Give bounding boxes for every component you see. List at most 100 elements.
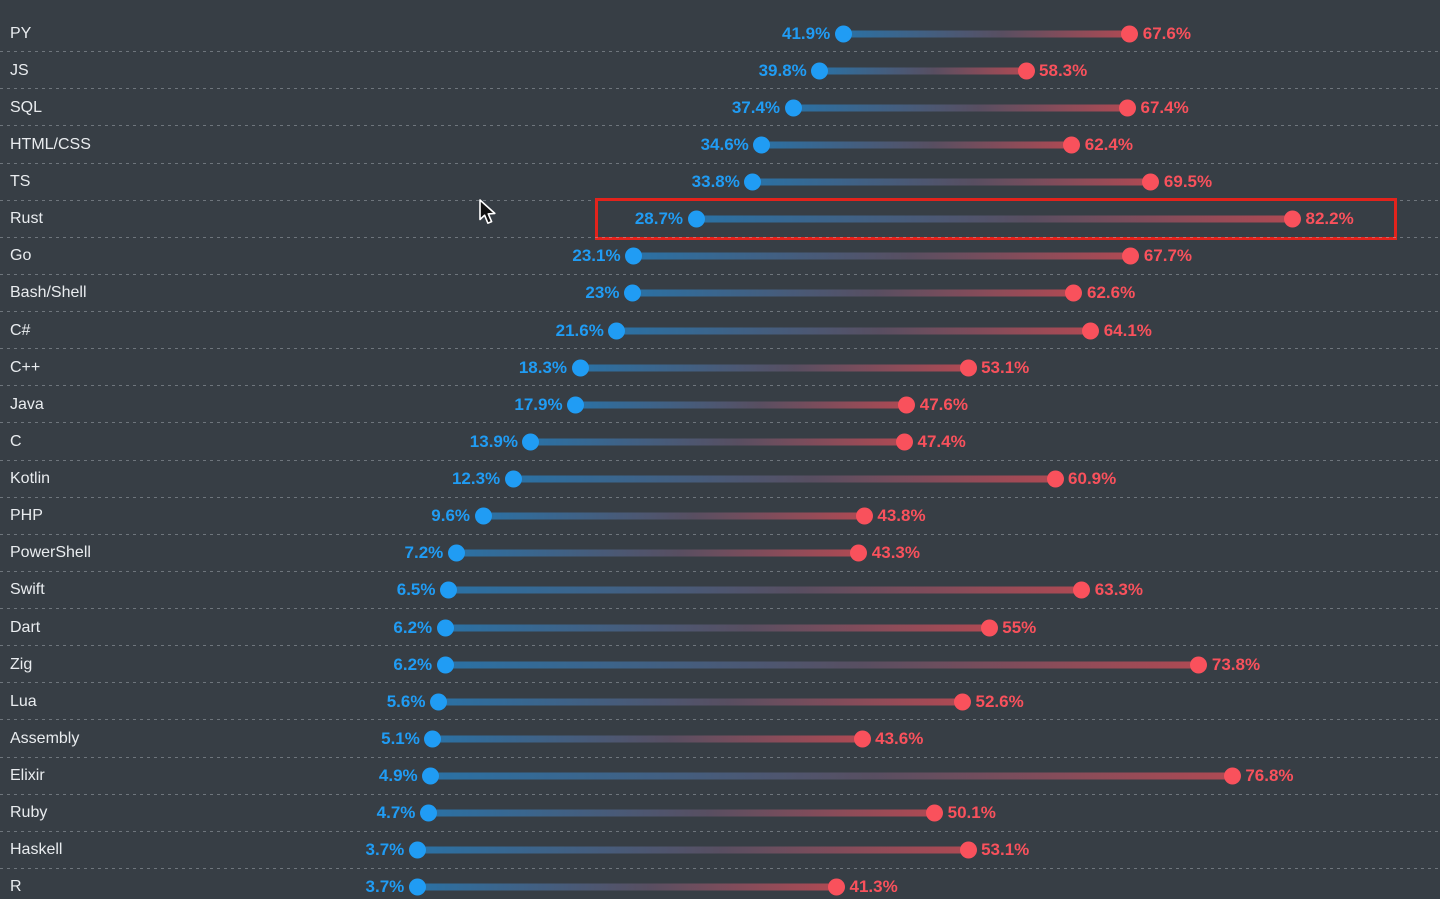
right-value-label: 43.8% (877, 506, 926, 526)
language-label: Swift (10, 581, 45, 599)
right-value-dot[interactable] (855, 507, 873, 525)
chart-row: C# 21.6% 64.1% (0, 312, 1440, 350)
chart-row: Bash/Shell 23% 62.6% (0, 275, 1440, 313)
chart-row: SQL 37.4% 67.4% (0, 89, 1440, 127)
right-value-dot[interactable] (959, 841, 977, 859)
left-value-dot[interactable] (834, 25, 852, 43)
left-value-dot[interactable] (408, 878, 426, 896)
left-value-dot[interactable] (567, 396, 585, 414)
right-value-dot[interactable] (959, 359, 977, 377)
range-bar (445, 661, 1199, 669)
range-bar (696, 215, 1293, 223)
range-bar (438, 698, 963, 706)
chart-row: Dart 6.2% 55% (0, 609, 1440, 647)
right-value-label: 69.5% (1163, 172, 1213, 192)
left-value-dot[interactable] (625, 247, 643, 265)
left-value-dot[interactable] (424, 730, 442, 748)
chart-row: C++ 18.3% 53.1% (0, 349, 1440, 387)
right-value-dot[interactable] (1046, 470, 1064, 488)
left-value-dot[interactable] (436, 619, 454, 637)
left-value-dot[interactable] (753, 136, 771, 154)
language-label: Dart (10, 618, 41, 636)
left-value-label: 23% (585, 283, 620, 303)
left-value-dot[interactable] (408, 841, 426, 859)
left-value-dot[interactable] (419, 804, 437, 822)
left-value-dot[interactable] (744, 173, 762, 191)
right-value-label: 62.4% (1084, 134, 1133, 154)
right-value-label: 55% (1002, 617, 1037, 637)
right-value-label: 63.3% (1094, 580, 1143, 600)
left-value-label: 13.9% (469, 431, 518, 451)
chart-row: Haskell 3.7% 53.1% (0, 832, 1440, 870)
right-value-dot[interactable] (850, 544, 868, 562)
language-label: C++ (10, 358, 41, 376)
right-value-dot[interactable] (1122, 247, 1140, 265)
right-value-label: 50.1% (947, 803, 996, 823)
left-value-dot[interactable] (608, 322, 626, 340)
left-value-dot[interactable] (811, 62, 829, 80)
chart-row: Zig 6.2% 73.8% (0, 646, 1440, 684)
right-value-label: 60.9% (1068, 469, 1117, 489)
right-value-dot[interactable] (1284, 210, 1302, 228)
right-value-dot[interactable] (827, 878, 845, 896)
left-value-dot[interactable] (429, 693, 447, 711)
chart-row: PHP 9.6% 43.8% (0, 498, 1440, 535)
right-value-label: 73.8% (1211, 654, 1261, 674)
chart-row: JS 39.8% 58.3% (0, 52, 1440, 90)
language-label: Go (10, 247, 32, 265)
right-value-dot[interactable] (953, 693, 971, 711)
right-value-dot[interactable] (1082, 322, 1100, 340)
left-value-label: 21.6% (555, 320, 604, 340)
language-label: TS (10, 173, 31, 191)
chart-row: HTML/CSS 34.6% 62.4% (0, 126, 1440, 164)
left-value-label: 39.8% (758, 60, 807, 80)
left-value-dot[interactable] (687, 210, 705, 228)
left-value-dot[interactable] (439, 581, 457, 599)
left-value-dot[interactable] (422, 767, 440, 785)
left-value-dot[interactable] (504, 470, 522, 488)
right-value-dot[interactable] (1190, 656, 1208, 674)
right-value-dot[interactable] (1065, 284, 1083, 302)
right-value-dot[interactable] (898, 396, 916, 414)
left-value-label: 37.4% (731, 97, 781, 117)
chart-row: Kotlin 12.3% 60.9% (0, 461, 1440, 498)
left-value-dot[interactable] (447, 544, 465, 562)
left-value-dot[interactable] (436, 656, 454, 674)
right-value-label: 47.4% (917, 431, 966, 451)
chart-row: TS 33.8% 69.5% (0, 164, 1440, 201)
range-bar (632, 289, 1074, 297)
chart-row: Java 17.9% 47.6% (0, 386, 1440, 424)
right-value-dot[interactable] (1073, 581, 1091, 599)
range-bar (752, 178, 1151, 186)
range-bar (530, 438, 905, 446)
language-label: Bash/Shell (10, 284, 87, 302)
range-bar (616, 327, 1091, 335)
left-value-dot[interactable] (571, 359, 589, 377)
left-value-label: 34.6% (700, 134, 749, 154)
language-label: Ruby (10, 804, 48, 822)
right-value-dot[interactable] (853, 730, 871, 748)
left-value-dot[interactable] (784, 99, 802, 117)
language-label: JS (10, 61, 29, 79)
language-label: C (10, 432, 22, 450)
language-label: Elixir (10, 767, 45, 785)
right-value-dot[interactable] (980, 619, 998, 637)
left-value-dot[interactable] (623, 284, 641, 302)
right-value-dot[interactable] (926, 804, 944, 822)
right-value-dot[interactable] (1223, 767, 1241, 785)
right-value-label: 67.6% (1142, 23, 1191, 43)
language-label: Haskell (10, 841, 63, 859)
range-bar (575, 401, 907, 409)
right-value-dot[interactable] (896, 433, 913, 451)
left-value-label: 9.6% (431, 506, 471, 526)
language-label: Java (10, 395, 44, 413)
right-value-dot[interactable] (1121, 25, 1139, 43)
chart-row: PY 41.9% 67.6% (0, 15, 1440, 53)
left-value-dot[interactable] (474, 507, 492, 525)
left-value-dot[interactable] (522, 433, 540, 451)
right-value-dot[interactable] (1063, 136, 1081, 154)
right-value-dot[interactable] (1017, 62, 1035, 80)
right-value-dot[interactable] (1119, 99, 1136, 117)
right-value-dot[interactable] (1142, 173, 1160, 191)
